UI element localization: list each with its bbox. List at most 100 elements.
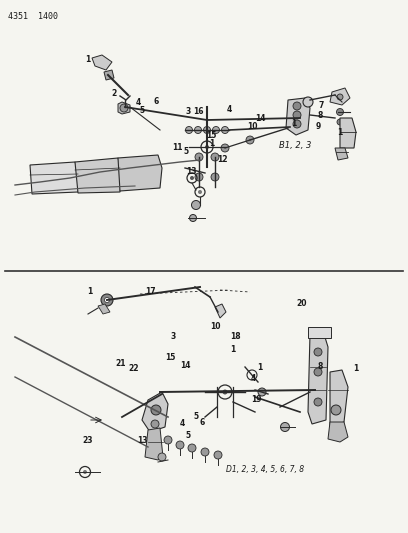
Text: 1: 1 (230, 345, 235, 353)
Text: 10: 10 (210, 322, 221, 330)
Text: 8: 8 (317, 111, 323, 120)
Polygon shape (92, 55, 112, 70)
Text: D1, 2, 3, 4, 5, 6, 7, 8: D1, 2, 3, 4, 5, 6, 7, 8 (226, 465, 304, 474)
Circle shape (222, 126, 228, 133)
Text: 12: 12 (217, 156, 227, 164)
Circle shape (164, 436, 172, 444)
Circle shape (190, 176, 194, 180)
Text: 5: 5 (185, 431, 190, 440)
Circle shape (204, 126, 211, 133)
Text: 1: 1 (209, 140, 214, 148)
Text: 16: 16 (193, 108, 204, 116)
Text: 19: 19 (251, 395, 262, 404)
Circle shape (198, 190, 202, 194)
Text: 3: 3 (186, 108, 191, 116)
Circle shape (158, 453, 166, 461)
Polygon shape (328, 422, 348, 442)
Circle shape (314, 348, 322, 356)
Text: 15: 15 (165, 353, 176, 361)
Circle shape (331, 405, 341, 415)
Circle shape (195, 153, 203, 161)
Circle shape (337, 109, 344, 116)
Polygon shape (98, 304, 110, 314)
Text: 4351  1400: 4351 1400 (8, 12, 58, 21)
Text: 15: 15 (206, 132, 216, 140)
Circle shape (188, 444, 196, 452)
Text: 4: 4 (226, 105, 231, 114)
Circle shape (337, 119, 343, 125)
Circle shape (222, 390, 228, 394)
Circle shape (293, 111, 301, 119)
Circle shape (213, 126, 220, 133)
Circle shape (101, 294, 113, 306)
Circle shape (214, 451, 222, 459)
Circle shape (201, 448, 209, 456)
Polygon shape (330, 370, 348, 427)
Polygon shape (104, 70, 114, 80)
Text: 14: 14 (180, 361, 191, 369)
Polygon shape (308, 334, 328, 424)
Text: 18: 18 (231, 333, 241, 341)
Text: 4: 4 (180, 419, 185, 428)
Text: 5: 5 (193, 413, 198, 421)
Text: 1: 1 (87, 287, 92, 296)
Circle shape (221, 144, 229, 152)
Text: 4: 4 (136, 98, 141, 107)
Circle shape (104, 297, 109, 303)
Polygon shape (340, 118, 356, 148)
Circle shape (151, 420, 159, 428)
Text: 5: 5 (140, 106, 144, 115)
Circle shape (314, 368, 322, 376)
Circle shape (151, 405, 161, 415)
Circle shape (314, 398, 322, 406)
Text: B1, 2, 3: B1, 2, 3 (279, 141, 312, 150)
Polygon shape (145, 428, 163, 460)
Polygon shape (75, 158, 122, 193)
Circle shape (195, 173, 203, 181)
Text: 6: 6 (153, 97, 158, 106)
Circle shape (205, 145, 209, 149)
Circle shape (246, 136, 254, 144)
Circle shape (186, 126, 193, 133)
Circle shape (211, 173, 219, 181)
Text: 14: 14 (255, 114, 266, 123)
Circle shape (303, 97, 313, 107)
Text: 1: 1 (257, 364, 262, 372)
Text: 9: 9 (316, 122, 321, 131)
Text: 13: 13 (186, 167, 197, 175)
Text: 3: 3 (171, 333, 175, 341)
Text: 1: 1 (85, 55, 90, 64)
Polygon shape (286, 98, 310, 135)
Text: 13: 13 (137, 437, 147, 445)
Polygon shape (215, 304, 226, 318)
Polygon shape (335, 148, 348, 160)
Text: 8: 8 (317, 362, 323, 370)
Text: 5: 5 (183, 147, 188, 156)
Text: 6: 6 (200, 418, 205, 426)
Circle shape (211, 153, 219, 161)
Text: 21: 21 (115, 359, 126, 368)
Circle shape (258, 388, 266, 396)
Circle shape (189, 214, 197, 222)
Text: 22: 22 (129, 365, 139, 373)
Text: 17: 17 (145, 287, 155, 296)
Polygon shape (30, 162, 80, 194)
Text: 1: 1 (338, 128, 343, 136)
Text: 4: 4 (251, 374, 256, 383)
Text: 10: 10 (247, 123, 257, 131)
Circle shape (191, 200, 200, 209)
Circle shape (281, 423, 290, 432)
Circle shape (337, 94, 343, 100)
FancyBboxPatch shape (308, 327, 330, 337)
Polygon shape (142, 392, 168, 432)
Text: 1: 1 (354, 365, 359, 373)
Circle shape (120, 104, 128, 112)
Circle shape (83, 470, 87, 474)
Polygon shape (118, 155, 162, 191)
Circle shape (293, 120, 301, 128)
Polygon shape (118, 102, 130, 114)
Circle shape (293, 102, 301, 110)
Text: 23: 23 (82, 437, 93, 445)
Text: 11: 11 (172, 143, 183, 151)
Polygon shape (330, 88, 350, 105)
